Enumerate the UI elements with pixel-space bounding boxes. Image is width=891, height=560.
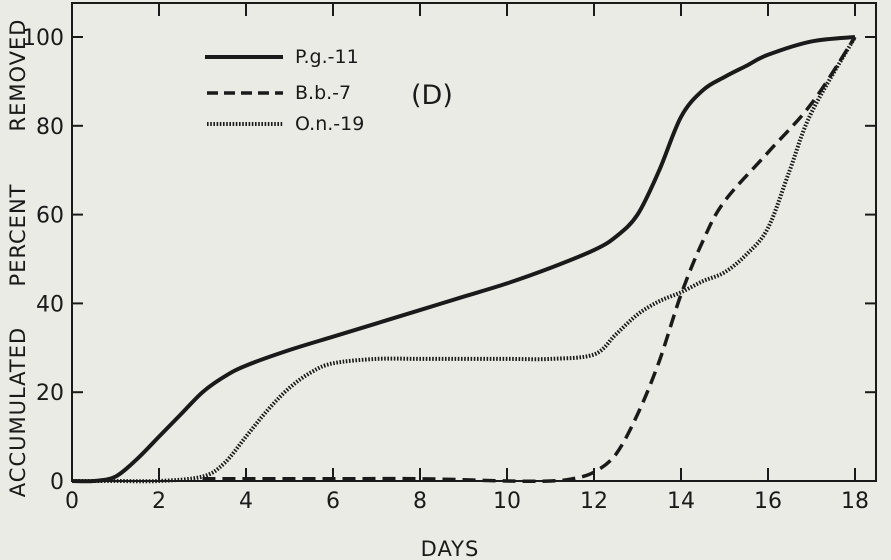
x-tick-label: 10 xyxy=(493,489,521,514)
y-tick-label: 40 xyxy=(36,292,64,317)
ylabel-part-3: REMOVED xyxy=(6,19,30,132)
xlabel: DAYS xyxy=(421,537,480,560)
legend-label-on19: O.n.-19 xyxy=(295,113,364,135)
legend: P.g.-11 B.b.-7 O.n.-19 xyxy=(205,46,364,135)
x-tick-label: 8 xyxy=(413,489,427,514)
axis-ticks: 0 2 4 6 8 10 12 14 16 18 0 20 40 60 80 100 xyxy=(22,3,876,514)
y-tick-label: 20 xyxy=(36,381,64,406)
x-tick-label: 14 xyxy=(667,489,695,514)
ylabel-part-1: ACCUMULATED xyxy=(6,327,30,497)
series-line-bb7 xyxy=(202,36,857,484)
y-tick-label: 0 xyxy=(50,470,64,495)
ylabel-part-2: PERCENT xyxy=(6,184,30,287)
x-tick-label: 18 xyxy=(841,489,869,514)
series-line-on19 xyxy=(72,36,857,484)
plot-frame xyxy=(71,2,877,482)
x-tick-label: 6 xyxy=(326,489,340,514)
legend-label-pg11: P.g.-11 xyxy=(295,46,359,68)
x-tick-label: 12 xyxy=(580,489,608,514)
series-line-pg11 xyxy=(71,35,856,484)
y-tick-label: 80 xyxy=(36,115,64,140)
y-tick-label: 100 xyxy=(22,26,64,51)
series-layer xyxy=(71,35,857,484)
x-tick-label: 2 xyxy=(152,489,166,514)
x-tick-label: 0 xyxy=(65,489,79,514)
panel-label: (D) xyxy=(411,80,453,111)
x-tick-label: 16 xyxy=(754,489,782,514)
x-tick-label: 4 xyxy=(239,489,253,514)
legend-label-bb7: B.b.-7 xyxy=(295,82,351,104)
y-tick-label: 60 xyxy=(36,204,64,229)
